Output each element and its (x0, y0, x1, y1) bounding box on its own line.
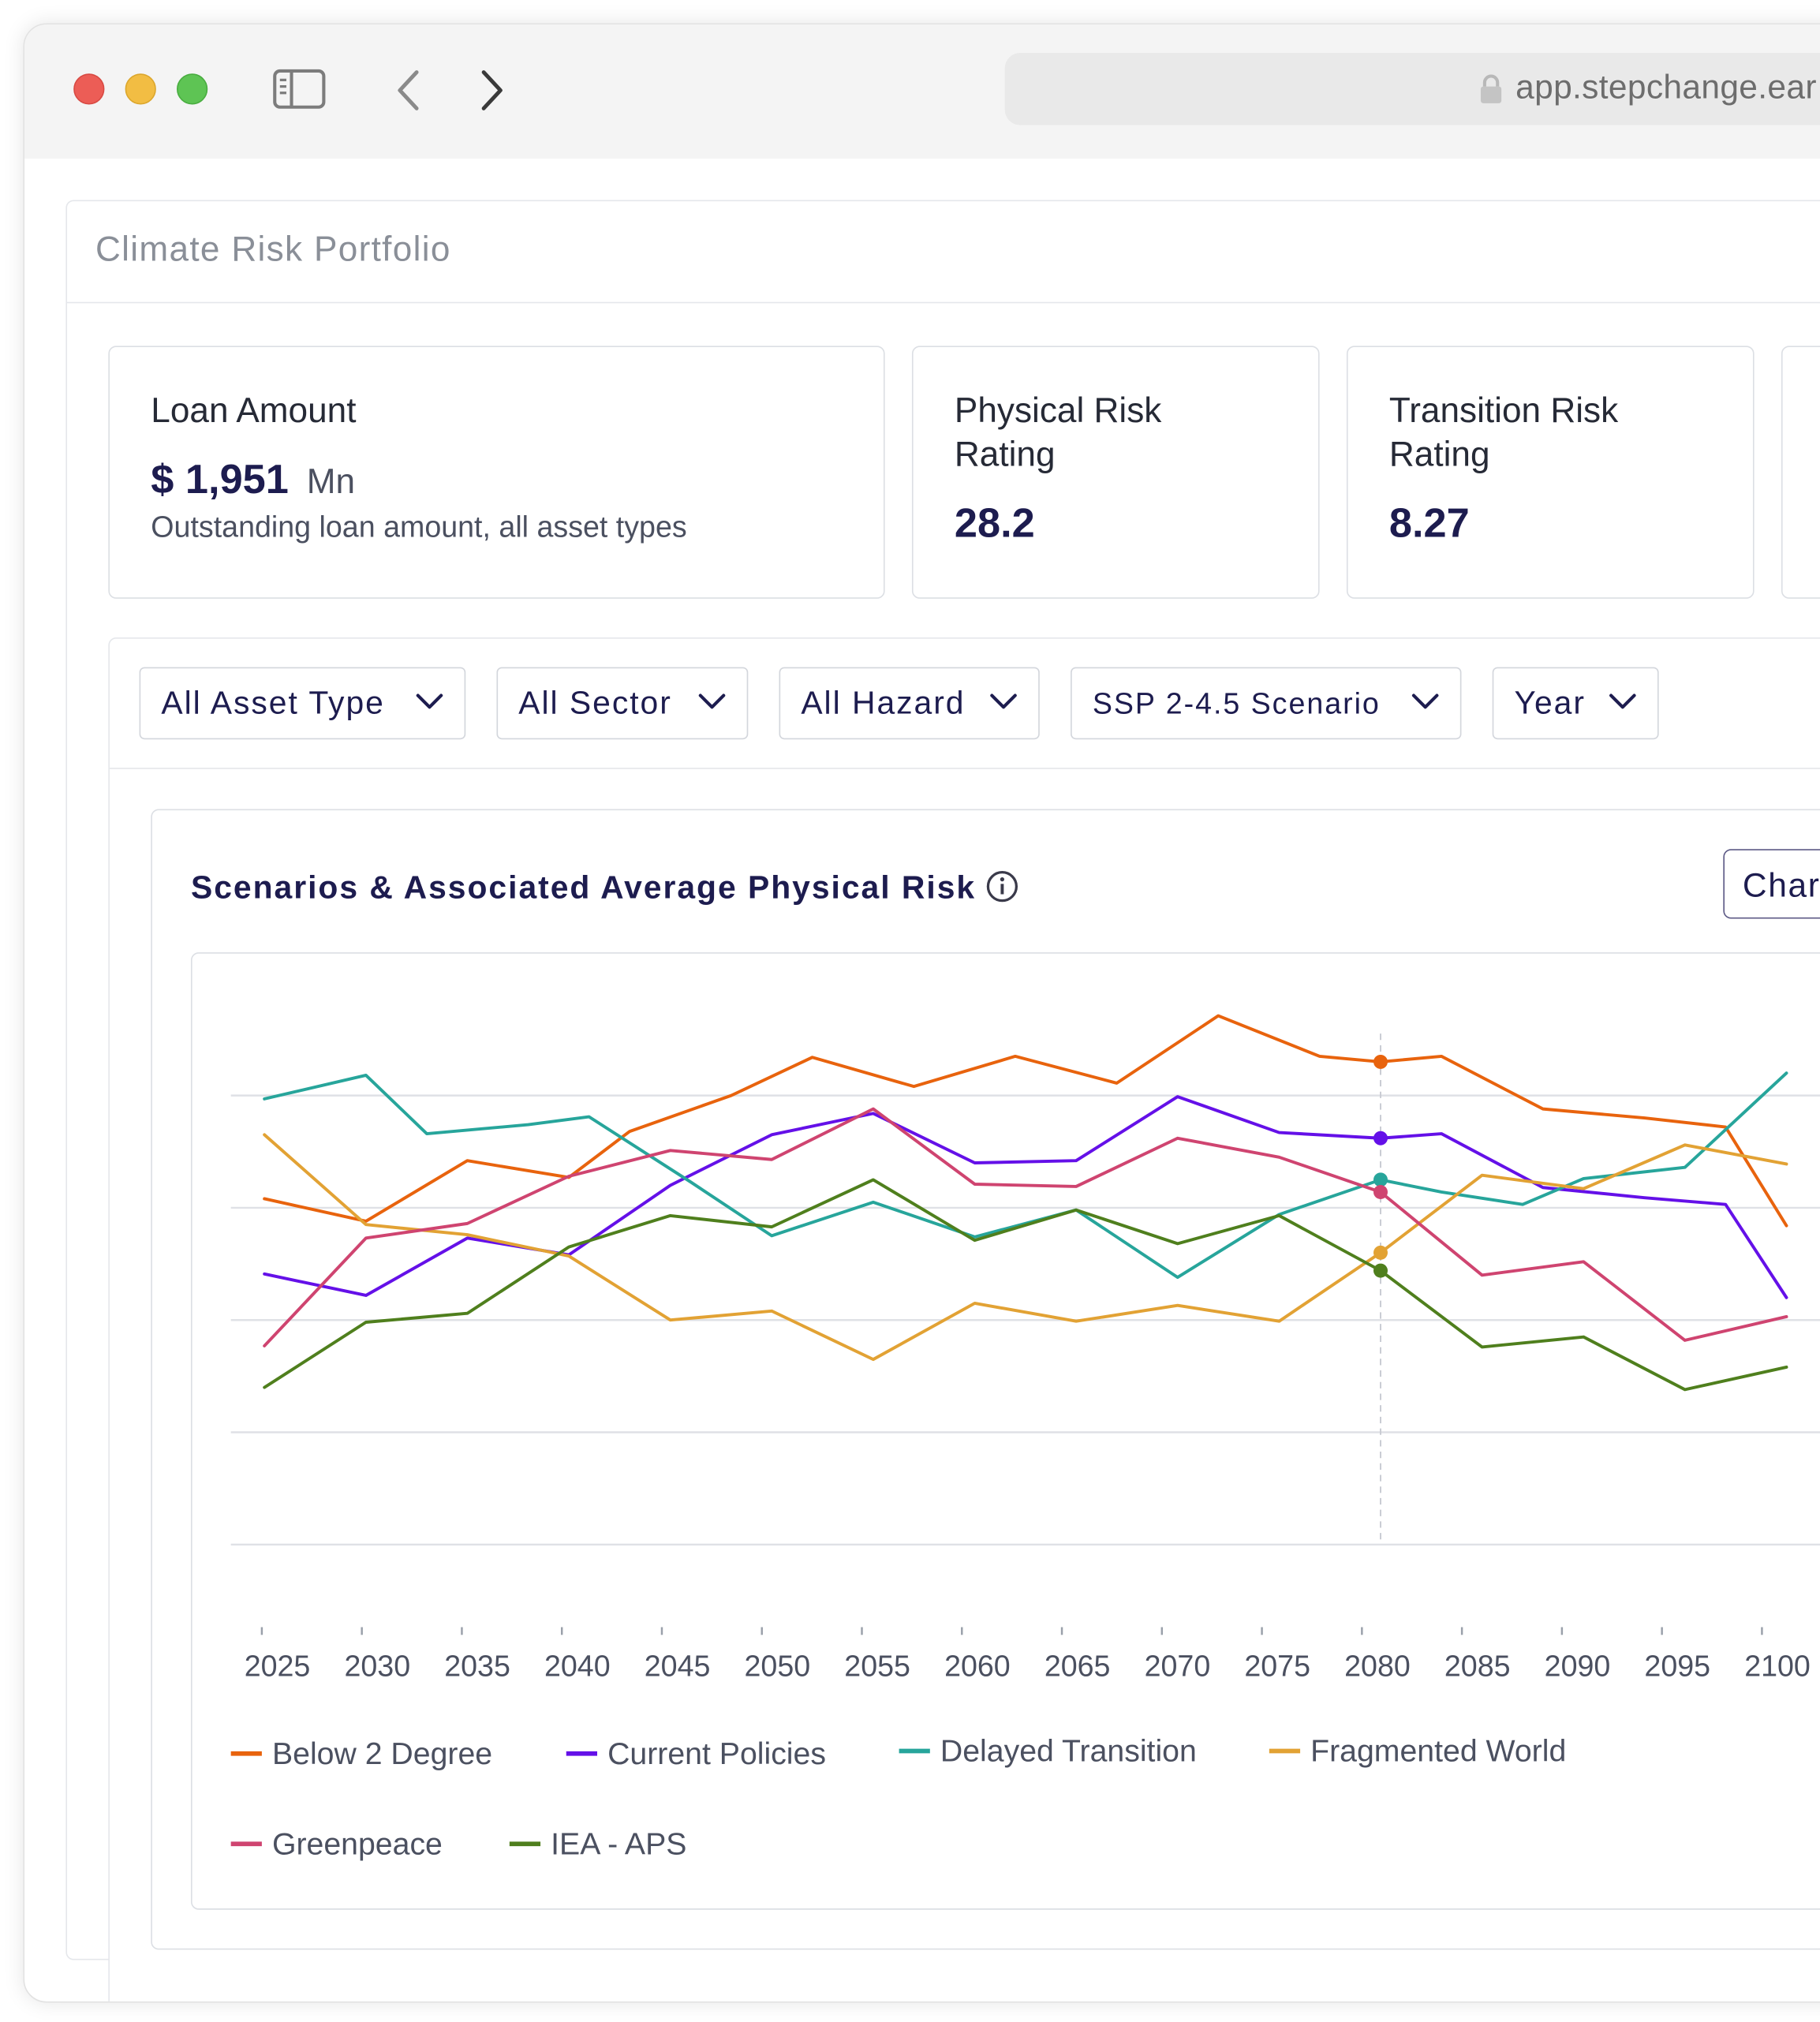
legend-label: Greenpeace (272, 1826, 443, 1861)
year-dropdown-label: Year (1514, 685, 1586, 722)
browser-window: app.stepchange.ear Climate Risk Portfoli… (23, 23, 1820, 2003)
chart-title: Scenarios & Associated Average Physical … (190, 869, 977, 906)
hazard-dropdown-label: All Hazard (801, 685, 966, 722)
series-line-delayed-transition (263, 1071, 1788, 1280)
hazard-dropdown[interactable]: All Hazard (779, 667, 1040, 740)
loan-amount-value-group: $ 1,951 Mn (151, 455, 355, 503)
x-tick-label: 2095 (1644, 1650, 1710, 1683)
filter-divider (109, 768, 1820, 769)
forward-arrow-icon[interactable] (476, 69, 506, 113)
transition-risk-label-line2: Rating (1388, 435, 1490, 474)
asset-type-dropdown-label: All Asset Type (161, 685, 385, 722)
physical-risk-card: Physical Risk Rating 28.2 (911, 346, 1320, 599)
physical-risk-value: 28.2 (954, 499, 1035, 546)
x-tick-label: 2100 (1744, 1650, 1811, 1683)
chevron-down-icon (990, 693, 1017, 709)
minimize-window-button[interactable] (125, 73, 156, 105)
scenario-dropdown[interactable]: SSP 2-4.5 Scenario (1071, 667, 1462, 740)
browser-titlebar: app.stepchange.ear (24, 24, 1820, 159)
sidebar-toggle-icon[interactable] (272, 69, 327, 110)
transition-risk-card: Transition Risk Rating 8.27 (1346, 346, 1755, 599)
legend-label: Current Policies (607, 1736, 826, 1771)
address-bar[interactable]: app.stepchange.ear (1004, 53, 1820, 125)
transition-risk-label-line1: Transition Risk (1388, 391, 1619, 430)
loan-amount-unit: Mn (306, 462, 356, 501)
legend-label: Below 2 Degree (272, 1736, 492, 1771)
x-tick-label: 2075 (1244, 1650, 1310, 1683)
x-tick-label: 2085 (1444, 1650, 1511, 1683)
scenario-dropdown-label: SSP 2-4.5 Scenario (1092, 686, 1381, 720)
x-tick-label: 2070 (1145, 1650, 1211, 1683)
close-window-button[interactable] (73, 73, 105, 105)
highlight-point (1373, 1263, 1388, 1278)
line-chart-svg: 2025 2030 2035 2040 2045 2050 2055 2060 2065 2070… (230, 1014, 1820, 1861)
highlight-point (1373, 1185, 1388, 1199)
panel-divider (67, 301, 1820, 304)
transition-risk-value: 8.27 (1388, 499, 1470, 546)
chevron-down-icon (1609, 693, 1636, 709)
x-tick-label: 2090 (1545, 1650, 1611, 1683)
sector-dropdown-label: All Sector (518, 685, 672, 722)
x-tick-label: 2030 (344, 1650, 410, 1683)
x-tick-label: 2065 (1045, 1650, 1111, 1683)
series-line-greenpeace (263, 1107, 1788, 1347)
sector-dropdown[interactable]: All Sector (496, 667, 749, 740)
series-line-fragmented-world (263, 1133, 1788, 1362)
legend-label: IEA - APS (551, 1826, 686, 1861)
maximize-window-button[interactable] (176, 73, 208, 105)
highlight-point (1373, 1131, 1388, 1146)
physical-risk-label-line2: Rating (954, 435, 1056, 474)
loan-amount-value: $ 1,951 (151, 455, 289, 503)
chevron-down-icon (1411, 693, 1439, 709)
lock-icon (1480, 74, 1502, 103)
year-dropdown[interactable]: Year (1492, 667, 1659, 740)
portfolio-panel: Climate Risk Portfolio Loan Amount $ 1,9… (65, 200, 1820, 2001)
loan-amount-card: Loan Amount $ 1,951 Mn Outstanding loan a… (108, 346, 885, 599)
x-tick-label: 2055 (844, 1650, 910, 1683)
back-arrow-icon[interactable] (394, 69, 424, 113)
legend-label: Fragmented World (1310, 1734, 1566, 1769)
transition-risk-label: Transition Risk Rating (1389, 388, 1618, 476)
chevron-down-icon (416, 693, 443, 709)
chevron-down-icon (698, 693, 726, 709)
x-tick-label: 2035 (444, 1650, 510, 1683)
x-tick-label: 2025 (245, 1650, 311, 1683)
asset-type-dropdown[interactable]: All Asset Type (139, 667, 466, 740)
info-icon[interactable] (985, 869, 1019, 903)
next-kpi-card (1781, 346, 1820, 599)
url-text: app.stepchange.ear (1515, 67, 1817, 107)
x-tick-label: 2040 (544, 1650, 611, 1683)
series-line-iea-aps (263, 1178, 1788, 1392)
physical-risk-label-line1: Physical Risk (954, 391, 1162, 430)
x-tick-label: 2060 (944, 1650, 1011, 1683)
x-tick-label: 2045 (645, 1650, 711, 1683)
loan-amount-label: Loan Amount (151, 391, 357, 430)
page-title: Climate Risk Portfolio (95, 230, 451, 269)
legend-label: Delayed Transition (940, 1734, 1197, 1769)
chart-card: Scenarios & Associated Average Physical … (151, 809, 1820, 1950)
loan-amount-description: Outstanding loan amount, all asset types (151, 510, 687, 544)
x-tick-label: 2050 (745, 1650, 811, 1683)
highlight-point (1373, 1172, 1388, 1187)
chart-view-button[interactable]: Char (1723, 849, 1820, 919)
highlight-point (1373, 1245, 1388, 1260)
chart-section: All Asset Type All Sector All Hazard SSP… (108, 637, 1820, 2001)
line-chart: 2025 2030 2035 2040 2045 2050 2055 2060 2065 2070… (190, 952, 1820, 1910)
series-line-below-2-degree (263, 1014, 1788, 1228)
chart-view-button-label: Char (1742, 865, 1820, 905)
x-tick-label: 2080 (1344, 1650, 1411, 1683)
physical-risk-label: Physical Risk Rating (955, 388, 1161, 476)
highlight-point (1373, 1054, 1388, 1069)
